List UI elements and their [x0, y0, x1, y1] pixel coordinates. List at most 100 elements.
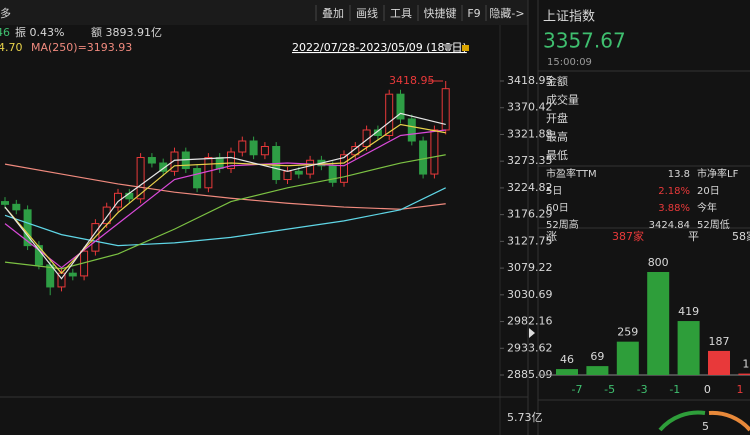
y-tick-label: 3127.75	[507, 234, 553, 247]
stat-value: 3424.84	[649, 220, 690, 231]
lock-icon[interactable]	[462, 45, 469, 51]
x-tick-label: -5	[604, 383, 615, 396]
stat-label: 5日	[546, 186, 562, 197]
breadth: 387家	[612, 229, 644, 243]
candle-body	[227, 151, 235, 170]
stat-label: 60日	[546, 203, 569, 214]
candle-body	[159, 162, 168, 172]
y-tick-label: 3321.88	[507, 127, 553, 140]
info: 46	[0, 26, 10, 39]
candle-body	[294, 170, 303, 175]
gauge-label: 5	[702, 420, 709, 433]
quote-field: 开盘	[546, 111, 568, 125]
quote-field: 最高	[546, 130, 568, 144]
x-tick-label: -7	[572, 383, 583, 396]
bar	[647, 272, 670, 375]
stat-value: 13.8	[668, 169, 690, 180]
candle-body	[102, 206, 111, 225]
info: 4.70	[0, 41, 23, 54]
candle-body	[340, 154, 348, 183]
bar	[556, 369, 578, 375]
bar	[738, 373, 750, 375]
y-tick-label: 2933.62	[507, 341, 553, 354]
info: 振 0.43%	[15, 25, 64, 39]
candle-body	[193, 168, 202, 189]
breadth: 涨	[546, 230, 557, 243]
bar-label: 11	[742, 358, 750, 371]
candle-body	[1, 201, 9, 205]
bar	[677, 321, 700, 375]
toolbar	[0, 0, 528, 25]
y-tick-label: 3418.95	[507, 74, 553, 87]
quote-field: 金额	[546, 74, 568, 88]
candle-body	[114, 192, 122, 208]
breadth: 平	[688, 230, 699, 243]
quote-field: 最低	[546, 149, 568, 162]
candle-body	[68, 272, 77, 277]
toolbar-button[interactable]: 快捷键	[424, 6, 457, 20]
ma-line	[4, 154, 446, 270]
stat-label: 52周低	[697, 218, 730, 231]
ma-line	[4, 112, 446, 280]
info: MA(250)=3193.93	[31, 41, 132, 54]
date-range[interactable]: 2022/07/28-2023/05/09 (188日)	[292, 41, 467, 54]
candle-body	[385, 93, 394, 136]
high-label: 3418.95	[389, 74, 435, 87]
stat-value: 2.18%	[658, 186, 690, 197]
toolbar-button[interactable]: 画线	[356, 6, 378, 20]
candle-body	[430, 129, 439, 175]
quote-name: 上证指数	[543, 10, 595, 25]
stat-value: 3.88%	[658, 203, 690, 214]
y-tick-label: 3273.35	[507, 154, 553, 167]
gauge-arc	[658, 410, 706, 432]
bar-label: 419	[678, 305, 699, 318]
gauge-arc	[708, 410, 750, 432]
candle-body	[373, 129, 382, 136]
dropdown-icon[interactable]	[443, 44, 453, 52]
y-tick-label: 3030.69	[507, 288, 553, 301]
stat-label: 52周高	[546, 218, 579, 231]
candle-body	[204, 157, 213, 189]
y-tick-label: 3176.29	[507, 208, 553, 221]
bar	[616, 341, 639, 375]
bar-label: 46	[560, 353, 574, 366]
stat-label: 20日	[697, 186, 720, 197]
candle-body	[396, 93, 405, 120]
toolbar-button[interactable]: 叠加	[322, 7, 344, 20]
y-tick-label: 3224.82	[507, 181, 553, 194]
x-tick-label: 0	[704, 383, 711, 396]
stat-label: 市盈率TTM	[546, 167, 597, 180]
bar	[586, 366, 609, 375]
candle-body	[283, 170, 292, 181]
toolbar-button[interactable]: F9	[467, 7, 480, 20]
toolbar-left: 多	[0, 6, 11, 20]
candle-body	[125, 192, 134, 200]
candle-body	[136, 157, 145, 200]
toolbar-button[interactable]: 隐藏->	[489, 7, 524, 20]
volume-label: 5.73亿	[507, 411, 543, 424]
candle-body	[12, 203, 21, 211]
bar	[708, 350, 730, 375]
ma-line	[4, 163, 446, 210]
collapse-icon[interactable]	[529, 328, 535, 338]
y-tick-label: 2982.16	[507, 315, 553, 328]
candle-body	[407, 118, 416, 142]
bar-label: 800	[648, 256, 669, 269]
quote-price: 3357.67	[543, 29, 626, 53]
toolbar-button[interactable]: 工具	[390, 7, 412, 20]
info: 额 3893.91亿	[91, 26, 162, 39]
candle-body	[23, 209, 32, 247]
candle-body	[249, 140, 258, 156]
quote-field: 成交量	[546, 93, 579, 107]
bar-label: 259	[617, 326, 638, 339]
candle-body	[260, 146, 269, 156]
breadth: 58家	[732, 229, 750, 243]
x-tick-label: -1	[669, 383, 680, 396]
stat-label: 市净率LF	[697, 167, 739, 180]
bar-label: 187	[709, 335, 730, 348]
candle-body	[170, 151, 179, 172]
bar-label: 69	[590, 350, 604, 363]
candle-body	[419, 140, 428, 175]
y-tick-label: 3370.42	[507, 101, 553, 114]
